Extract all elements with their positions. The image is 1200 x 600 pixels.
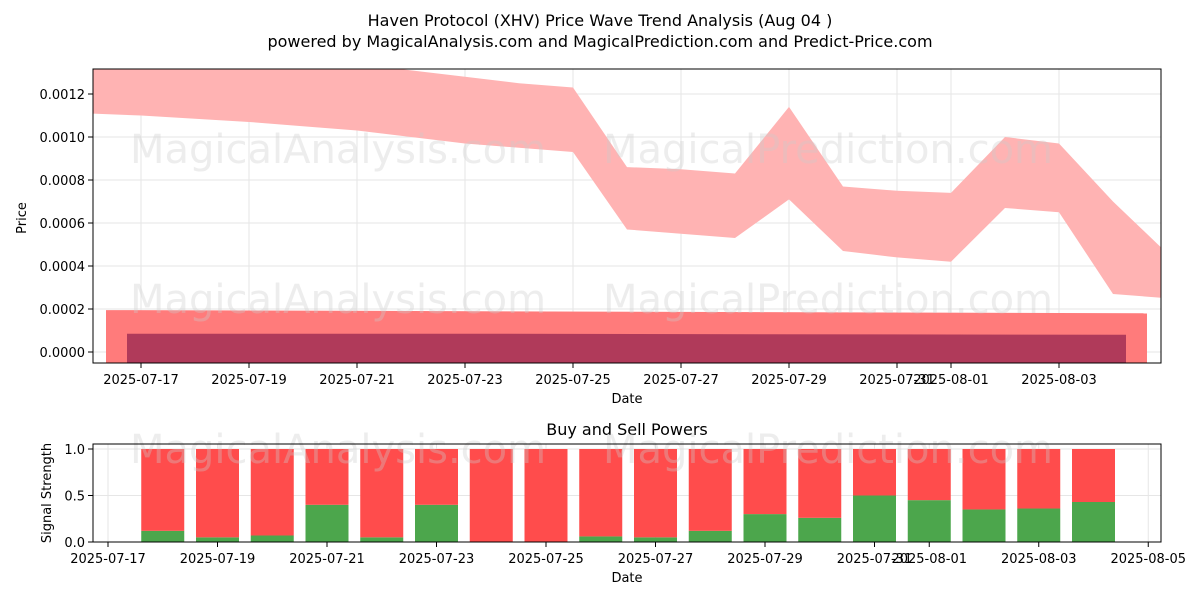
- price-plot-frame: [92, 68, 1162, 364]
- buy-power-bar: [250, 535, 294, 542]
- buy-power-bar: [853, 495, 896, 542]
- sell-power-bar: [524, 449, 568, 542]
- signal-x-tick-label: 2025-07-31: [837, 552, 913, 567]
- signal-x-axis-label: Date: [611, 571, 642, 586]
- signal-panel: Buy and Sell Powers MagicalAnalysis.com …: [40, 420, 1186, 586]
- signal-x-tick-label: 2025-07-25: [508, 552, 584, 567]
- sell-power-bar: [634, 449, 677, 538]
- price-y-tick-label: 0.0006: [40, 217, 86, 232]
- buy-power-bar: [1072, 502, 1115, 542]
- signal-x-tick-label: 2025-07-21: [289, 552, 365, 567]
- buy-power-bar: [907, 500, 951, 542]
- signal-plot-frame: [92, 443, 1162, 543]
- price-y-axis: 0.0000 0.0002 0.0004 0.0006 0.0008 0.0010 0.00…: [40, 88, 93, 361]
- price-y-tick-label: 0.0000: [40, 346, 86, 361]
- buy-power-bar: [743, 514, 787, 542]
- watermark-prediction-bottom: MagicalPrediction.com: [603, 427, 1053, 473]
- sell-power-bar: [305, 449, 349, 505]
- sell-power-bar: [469, 449, 513, 542]
- signal-x-tick-label: 2025-08-03: [1001, 552, 1077, 567]
- price-y-axis-label: Price: [15, 202, 30, 234]
- price-x-tick-label: 2025-08-01: [913, 373, 989, 388]
- buy-power-bar: [415, 504, 458, 542]
- watermark-prediction-top: MagicalPrediction.com: [603, 127, 1053, 173]
- watermark-analysis-mid: MagicalAnalysis.com: [130, 277, 546, 323]
- price-lower-inner-band: [127, 333, 1126, 363]
- price-x-axis-label: Date: [611, 392, 642, 407]
- sell-power-bar: [798, 449, 842, 518]
- sell-power-bar: [853, 449, 896, 496]
- price-x-tick-label: 2025-07-21: [319, 373, 395, 388]
- signal-x-tick-label: 2025-07-19: [180, 552, 256, 567]
- price-x-tick-label: 2025-07-23: [427, 373, 503, 388]
- price-x-tick-label: 2025-08-03: [1021, 373, 1097, 388]
- watermark-prediction-mid: MagicalPrediction.com: [603, 277, 1053, 323]
- buy-power-bar: [579, 536, 623, 542]
- buy-power-bar: [1017, 508, 1061, 542]
- signal-x-tick-label: 2025-07-29: [727, 552, 803, 567]
- signal-x-tick-label: 2025-07-27: [618, 552, 694, 567]
- signal-panel-title: Buy and Sell Powers: [546, 420, 708, 439]
- sell-power-bar: [579, 449, 623, 537]
- signal-x-tick-label: 2025-07-23: [399, 552, 475, 567]
- signal-y-tick-label: 0.5: [64, 490, 85, 505]
- price-x-tick-label: 2025-07-27: [643, 373, 719, 388]
- sell-power-bar: [743, 449, 787, 515]
- sell-power-bar: [141, 449, 185, 531]
- price-y-tick-label: 0.0002: [40, 303, 86, 318]
- signal-y-tick-label: 1.0: [64, 443, 85, 458]
- price-x-tick-label: 2025-07-29: [751, 373, 827, 388]
- signal-y-axis: 0.0 0.5 1.0: [64, 443, 93, 551]
- signal-x-tick-label: 2025-07-17: [70, 552, 146, 567]
- watermark-analysis-bottom: MagicalAnalysis.com: [130, 427, 546, 473]
- signal-x-axis: 2025-07-17 2025-07-19 2025-07-21 2025-07-23…: [70, 542, 1186, 567]
- price-x-tick-label: 2025-07-19: [211, 373, 287, 388]
- sell-power-bar: [1017, 449, 1061, 509]
- signal-y-tick-label: 0.0: [64, 536, 85, 551]
- price-x-axis: 2025-07-17 2025-07-19 2025-07-21 2025-07-23…: [103, 363, 1097, 388]
- sell-power-bar: [688, 449, 732, 531]
- price-bands: [93, 69, 1161, 363]
- price-y-tick-label: 0.0004: [40, 260, 86, 275]
- price-y-tick-label: 0.0008: [40, 174, 86, 189]
- watermark-analysis-top: MagicalAnalysis.com: [130, 127, 546, 173]
- price-y-tick-label: 0.0010: [40, 131, 86, 146]
- sell-power-bar: [1072, 449, 1115, 503]
- signal-bars: [141, 449, 1115, 542]
- buy-power-bar: [688, 530, 732, 542]
- figure-title: Haven Protocol (XHV) Price Wave Trend An…: [368, 11, 833, 30]
- figure-subtitle: powered by MagicalAnalysis.com and Magic…: [267, 32, 932, 51]
- sell-power-bar: [907, 449, 951, 501]
- buy-power-bar: [962, 509, 1006, 542]
- price-y-tick-label: 0.0012: [40, 88, 86, 103]
- signal-x-tick-label: 2025-08-05: [1110, 552, 1186, 567]
- sell-power-bar: [415, 449, 458, 505]
- sell-power-bar: [196, 449, 239, 538]
- buy-power-bar: [634, 537, 677, 542]
- buy-power-bar: [305, 504, 349, 542]
- sell-power-bar: [250, 449, 294, 536]
- price-x-tick-label: 2025-07-17: [103, 373, 179, 388]
- buy-power-bar: [141, 530, 185, 542]
- sell-power-bar: [360, 449, 404, 538]
- buy-power-bar: [196, 537, 239, 542]
- price-panel: MagicalAnalysis.com MagicalPrediction.co…: [15, 68, 1162, 407]
- signal-y-axis-label: Signal Strength: [40, 443, 55, 543]
- price-wave-band: [93, 69, 1161, 298]
- signal-x-tick-label: 2025-08-01: [891, 552, 967, 567]
- buy-power-bar: [798, 517, 842, 542]
- price-x-tick-label: 2025-07-31: [859, 373, 935, 388]
- sell-power-bar: [962, 449, 1006, 510]
- price-x-tick-label: 2025-07-25: [535, 373, 611, 388]
- buy-power-bar: [360, 537, 404, 542]
